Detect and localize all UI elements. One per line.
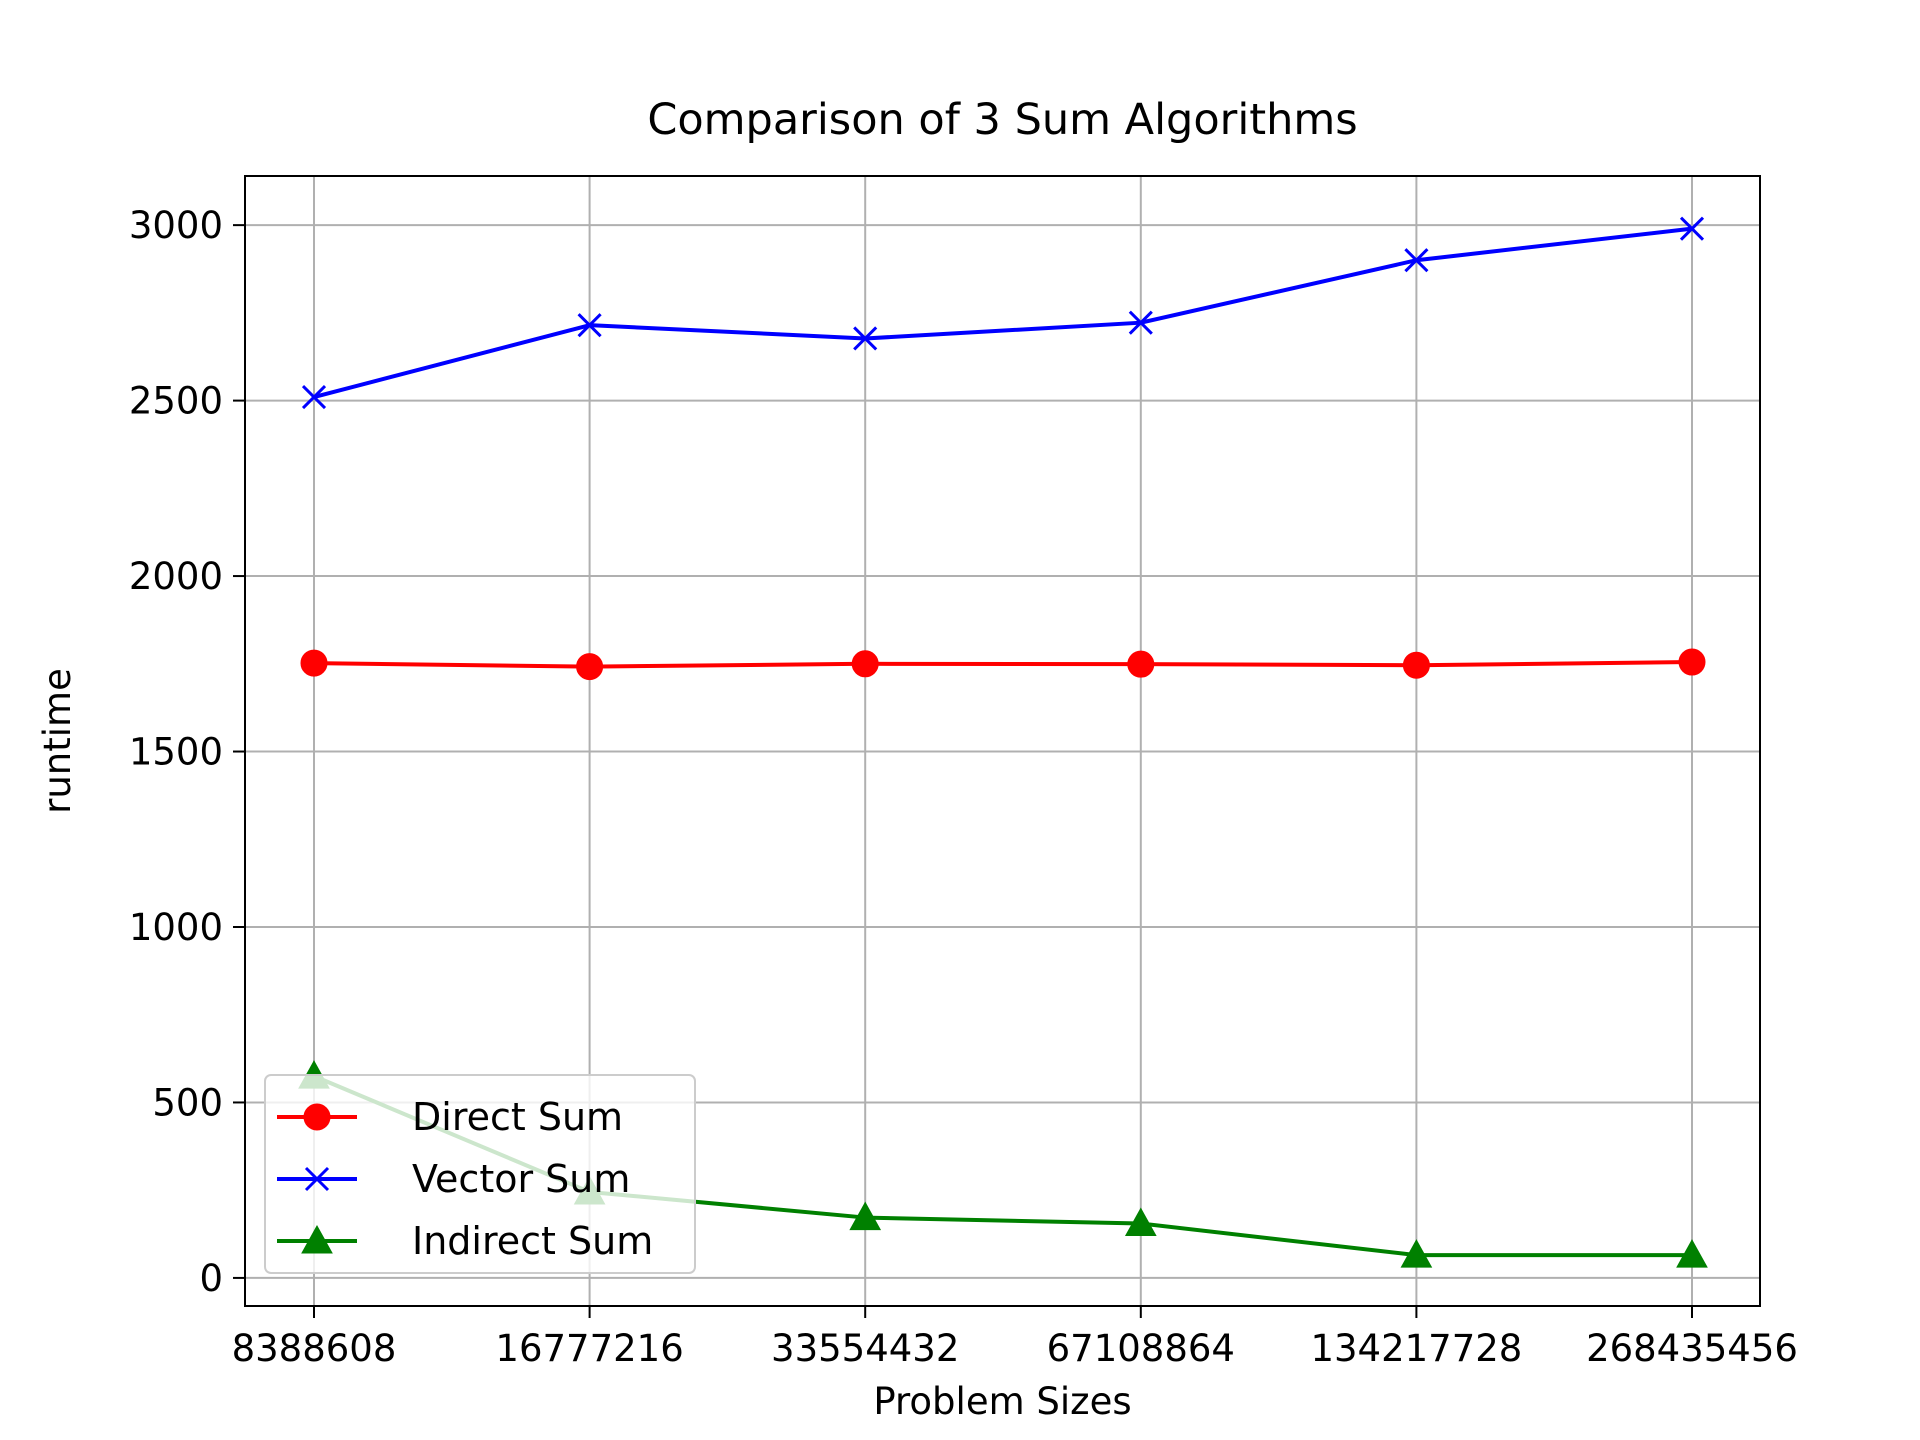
legend-marker	[303, 1103, 331, 1131]
legend-marker	[301, 1224, 333, 1254]
vector-sum-point	[301, 385, 327, 410]
y-tick-label: 2000	[129, 555, 223, 598]
y-tick-label: 1500	[129, 731, 223, 774]
x-tick-label: 268435456	[1586, 1327, 1798, 1370]
y-axis-label: runtime	[36, 668, 79, 814]
indirect-sum-point	[1400, 1239, 1433, 1268]
vector-sum-point	[853, 326, 878, 351]
vector-sum-point	[577, 313, 602, 338]
legend-item-vector-sum: Vector Sum	[277, 1157, 630, 1201]
legend-label: Indirect Sum	[412, 1219, 653, 1263]
plot-frame	[244, 175, 1761, 1307]
vector-sum-point	[1679, 216, 1705, 241]
x-tick-label: 134217728	[1310, 1327, 1522, 1370]
y-tick-label: 2500	[129, 380, 223, 423]
ticks: 8388608 16777216 33554432 67108864 134217728…	[129, 204, 1798, 1370]
direct-sum-point	[851, 650, 879, 678]
legend-label: Direct Sum	[412, 1095, 623, 1139]
legend-marker	[304, 1166, 330, 1192]
series-vector-sum	[301, 216, 1705, 410]
legend-item-indirect-sum: Indirect Sum	[277, 1219, 653, 1263]
x-tick-label: 8388608	[232, 1327, 397, 1370]
chart-title: Comparison of 3 Sum Algorithms	[647, 95, 1357, 145]
direct-sum-point	[1127, 650, 1155, 678]
direct-sum-point	[300, 649, 328, 677]
legend: Direct Sum Vector Sum Indirect Sum	[264, 1074, 696, 1274]
indirect-sum-point	[1676, 1239, 1708, 1268]
indirect-sum-point	[849, 1201, 882, 1231]
x-tick-label: 33554432	[771, 1327, 959, 1370]
vector-sum-point	[1404, 248, 1429, 273]
legend-item-direct-sum: Direct Sum	[277, 1095, 623, 1139]
direct-sum-line	[313, 660, 1693, 669]
series-direct-sum	[300, 648, 1706, 681]
legend-box	[264, 1074, 696, 1274]
legend-label: Vector Sum	[412, 1157, 630, 1201]
indirect-sum-point	[1124, 1207, 1157, 1237]
direct-sum-point	[576, 653, 604, 681]
y-tick-label: 3000	[129, 204, 223, 247]
x-tick-label: 67108864	[1047, 1327, 1235, 1370]
y-tick-label: 0	[199, 1257, 223, 1300]
x-axis-label: Problem Sizes	[873, 1380, 1131, 1423]
y-tick-label: 1000	[129, 906, 223, 949]
vector-sum-line	[313, 226, 1693, 400]
direct-sum-point	[1678, 648, 1706, 676]
direct-sum-point	[1402, 651, 1430, 679]
y-tick-label: 500	[152, 1081, 223, 1124]
x-tick-label: 16777216	[495, 1327, 683, 1370]
vector-sum-point	[1128, 310, 1153, 335]
